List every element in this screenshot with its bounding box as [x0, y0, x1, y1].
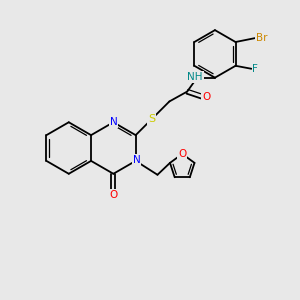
- Text: N: N: [110, 117, 117, 127]
- Text: O: O: [109, 190, 118, 200]
- Text: F: F: [252, 64, 258, 74]
- Text: O: O: [202, 92, 210, 101]
- Text: O: O: [178, 149, 186, 159]
- Text: NH: NH: [188, 72, 203, 82]
- Text: Br: Br: [256, 33, 267, 43]
- Text: S: S: [148, 114, 155, 124]
- Text: N: N: [133, 155, 140, 165]
